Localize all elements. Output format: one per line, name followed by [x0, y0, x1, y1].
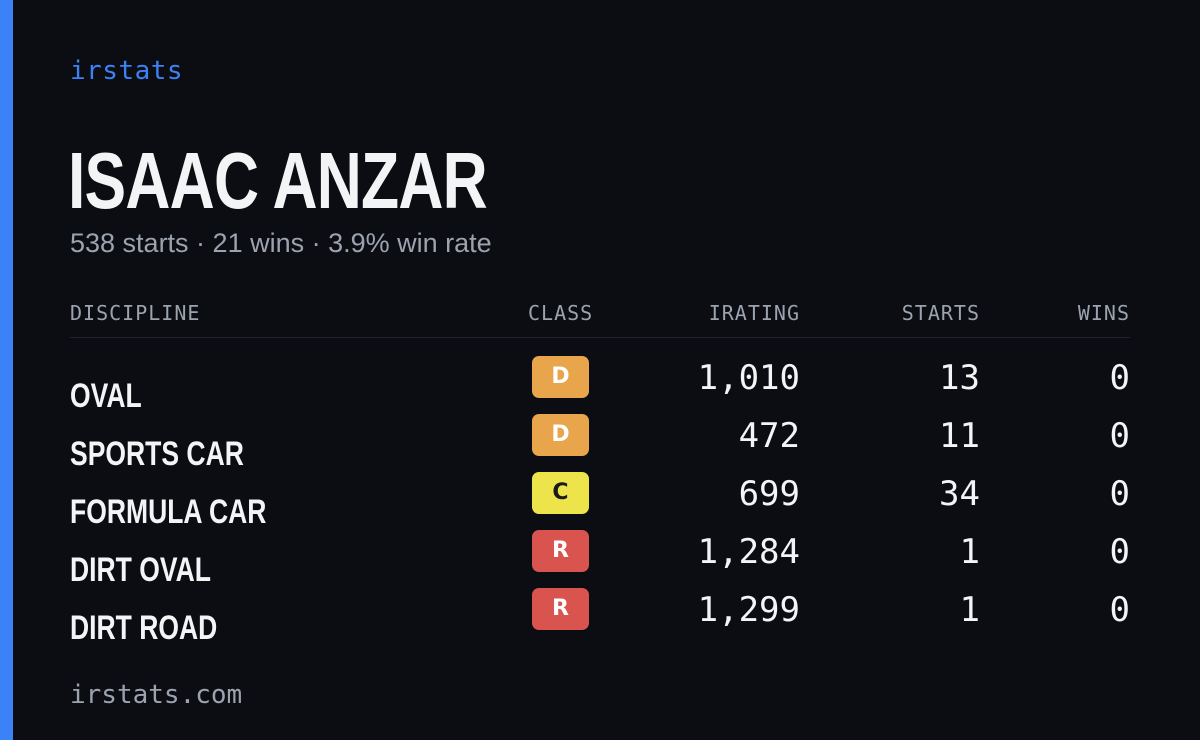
wins-value: 0: [1109, 532, 1130, 572]
brand-logo: irstats: [70, 56, 184, 86]
stats-table: DISCIPLINE CLASS IRATING STARTS WINS OVA…: [70, 298, 1130, 647]
player-summary: 538 starts · 21 wins · 3.9% win rate: [70, 228, 492, 258]
class-badge: R: [532, 530, 589, 572]
column-header-class: CLASS: [528, 301, 594, 325]
discipline-name: FORMULA CAR: [70, 493, 267, 531]
column-header-wins: WINS: [1077, 301, 1130, 325]
irating-value: 699: [738, 474, 800, 514]
wins-value: 0: [1109, 358, 1130, 398]
class-badge: D: [532, 414, 589, 456]
column-header-irating: IRATING: [708, 301, 800, 325]
discipline-name: DIRT OVAL: [70, 551, 211, 589]
footer-site-link[interactable]: irstats.com: [70, 680, 243, 710]
class-badge: C: [532, 472, 589, 514]
irating-value: 1,299: [697, 590, 800, 630]
table-header: DISCIPLINE CLASS IRATING STARTS WINS: [70, 298, 1130, 338]
column-header-discipline: DISCIPLINE: [70, 301, 201, 325]
discipline-name: SPORTS CAR: [70, 435, 244, 473]
starts-value: 13: [939, 358, 980, 398]
discipline-name: OVAL: [70, 377, 142, 415]
table-row: SPORTS CAR D 472 11 0: [70, 410, 1130, 473]
starts-value: 34: [939, 474, 980, 514]
accent-bar: [0, 0, 13, 740]
table-row: FORMULA CAR C 699 34 0: [70, 468, 1130, 531]
table-row: DIRT ROAD R 1,299 1 0: [70, 584, 1130, 647]
discipline-name: DIRT ROAD: [70, 609, 218, 647]
class-badge: D: [532, 356, 589, 398]
starts-value: 1: [959, 532, 980, 572]
wins-value: 0: [1109, 590, 1130, 630]
starts-value: 1: [959, 590, 980, 630]
irating-value: 1,010: [697, 358, 800, 398]
wins-value: 0: [1109, 416, 1130, 456]
wins-value: 0: [1109, 474, 1130, 514]
starts-value: 11: [939, 416, 980, 456]
table-row: DIRT OVAL R 1,284 1 0: [70, 526, 1130, 589]
table-row: OVAL D 1,010 13 0: [70, 352, 1130, 415]
class-badge: R: [532, 588, 589, 630]
player-name: ISAAC ANZAR: [68, 136, 488, 225]
table-body: OVAL D 1,010 13 0 SPORTS CAR D 472 11 0 …: [70, 338, 1130, 647]
irating-value: 472: [738, 416, 800, 456]
irating-value: 1,284: [697, 532, 800, 572]
column-header-starts: STARTS: [901, 301, 980, 325]
